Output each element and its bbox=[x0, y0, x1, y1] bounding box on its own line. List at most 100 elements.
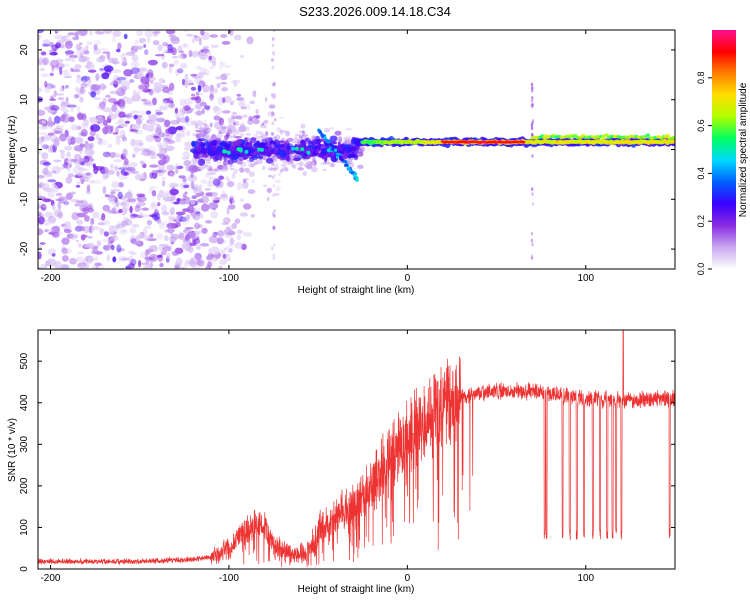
spectrogram-cell bbox=[223, 149, 227, 154]
spectrogram-cell bbox=[75, 164, 81, 168]
spectrogram-cell bbox=[96, 240, 101, 247]
spectrogram-cell bbox=[138, 259, 142, 268]
spectrogram-cell bbox=[345, 163, 349, 167]
spectrogram-cell bbox=[77, 46, 86, 53]
spectrogram-cell bbox=[40, 73, 50, 77]
spectrogram-cell bbox=[155, 169, 163, 174]
spectrogram-cell bbox=[136, 193, 146, 198]
spectrogram-cell bbox=[124, 157, 128, 160]
spectrogram-cell bbox=[49, 72, 54, 77]
spectrogram-cell bbox=[222, 253, 227, 259]
spectrogram-cell bbox=[235, 131, 243, 136]
spectrogram-cell bbox=[152, 85, 162, 94]
spectrogram-cell bbox=[196, 73, 205, 78]
spectrogram-cell bbox=[61, 245, 66, 252]
spectrogram-cell bbox=[192, 184, 195, 188]
spectrogram-cell bbox=[227, 135, 234, 139]
spectrogram-cell bbox=[57, 212, 64, 219]
spectrogram-cell bbox=[127, 255, 134, 264]
spectrogram-cell bbox=[90, 225, 100, 231]
y-tick-label: 0 bbox=[19, 146, 30, 152]
spectrogram-cell bbox=[109, 90, 118, 95]
spectrogram-cell bbox=[51, 182, 56, 187]
spectrogram-cell bbox=[115, 135, 122, 140]
spectrogram-cell bbox=[131, 224, 140, 228]
spectrogram-cell bbox=[102, 97, 107, 106]
spectrogram-cell bbox=[248, 115, 254, 121]
spectrogram-cell bbox=[103, 231, 109, 237]
spectrogram-cell bbox=[158, 77, 165, 83]
spectrogram-cell bbox=[40, 143, 47, 149]
spectrogram-cell bbox=[531, 154, 534, 158]
spectrogram-cell bbox=[173, 59, 179, 66]
spectrogram-cell bbox=[322, 168, 327, 171]
spectrogram-cell bbox=[93, 179, 103, 185]
spectrogram-cell bbox=[239, 212, 249, 217]
spectrogram-cell bbox=[124, 191, 133, 199]
spectrogram-cell bbox=[131, 54, 139, 63]
spectrogram-cell bbox=[250, 214, 256, 218]
spectrogram-cell bbox=[147, 69, 154, 78]
spectrogram-cell bbox=[75, 43, 82, 51]
spectrogram-cell bbox=[250, 163, 255, 168]
colorbar-gradient bbox=[712, 30, 736, 269]
spectrogram-cell bbox=[236, 181, 243, 191]
spectrogram-cell bbox=[183, 160, 192, 167]
spectrogram-cell bbox=[166, 97, 174, 104]
spectrogram-cell bbox=[190, 86, 197, 91]
spectrogram-cell bbox=[87, 136, 95, 142]
spectrogram-cell bbox=[60, 152, 66, 160]
spectrogram-cell bbox=[63, 228, 72, 234]
spectrogram-cell bbox=[62, 69, 69, 76]
spectrogram-cell bbox=[99, 47, 110, 51]
spectrogram-cell bbox=[253, 118, 260, 125]
spectrogram-cell bbox=[75, 200, 85, 204]
spectrogram-cell bbox=[204, 173, 210, 179]
spectrogram-cell bbox=[190, 107, 194, 112]
spectrogram-cell bbox=[191, 50, 200, 58]
spectrogram-cell bbox=[277, 172, 281, 177]
spectrogram-cell bbox=[38, 251, 42, 260]
spectrogram-cell bbox=[145, 134, 155, 142]
spectrogram-cell bbox=[76, 180, 83, 185]
spectrogram-cell bbox=[225, 129, 231, 135]
spectrogram-cell bbox=[271, 65, 275, 70]
spectrogram-cell bbox=[348, 154, 357, 158]
spectrogram-cell bbox=[242, 178, 247, 183]
spectrogram-cell bbox=[302, 171, 308, 177]
spectrogram-cell bbox=[141, 117, 145, 120]
spectrogram-cell bbox=[197, 160, 201, 165]
spectrogram-cell bbox=[102, 176, 107, 181]
spectrogram-cell bbox=[191, 93, 196, 97]
spectrogram-cell bbox=[44, 265, 48, 269]
spectrogram-cell bbox=[177, 68, 184, 74]
spectrogram-cell bbox=[323, 157, 328, 163]
spectrogram-cell bbox=[255, 130, 259, 136]
spectrogram-cell bbox=[38, 266, 46, 269]
spectrogram-cell bbox=[146, 219, 153, 226]
y-tick-label: 20 bbox=[19, 44, 30, 56]
spectrogram-cell bbox=[240, 123, 245, 128]
spectrogram-cell bbox=[156, 218, 162, 224]
spectrogram-cell bbox=[71, 69, 81, 73]
spectrogram-cell bbox=[201, 203, 210, 212]
spectrogram-cell bbox=[274, 179, 282, 183]
spectrogram-cell bbox=[213, 142, 218, 146]
spectrogram-cell bbox=[98, 139, 108, 146]
spectrogram-cell bbox=[168, 182, 179, 188]
spectrogram-x-label: Height of straight line (km) bbox=[298, 285, 415, 296]
spectrogram-cell bbox=[93, 40, 101, 46]
spectrogram-cell bbox=[344, 160, 348, 164]
spectrogram-cell bbox=[239, 133, 245, 137]
spectrogram-cell bbox=[253, 143, 259, 147]
spectrogram-cell bbox=[83, 161, 93, 167]
spectrogram-cell bbox=[233, 34, 242, 41]
spectrogram-cell bbox=[530, 99, 534, 103]
spectrogram-cell bbox=[55, 167, 65, 171]
spectrogram-cell bbox=[79, 96, 84, 103]
spectrogram-cell bbox=[203, 128, 208, 134]
spectrogram-cell bbox=[279, 169, 284, 173]
spectrogram-cell bbox=[92, 246, 99, 254]
spectrogram-cell bbox=[163, 138, 172, 141]
spectrogram-cell bbox=[49, 134, 57, 139]
